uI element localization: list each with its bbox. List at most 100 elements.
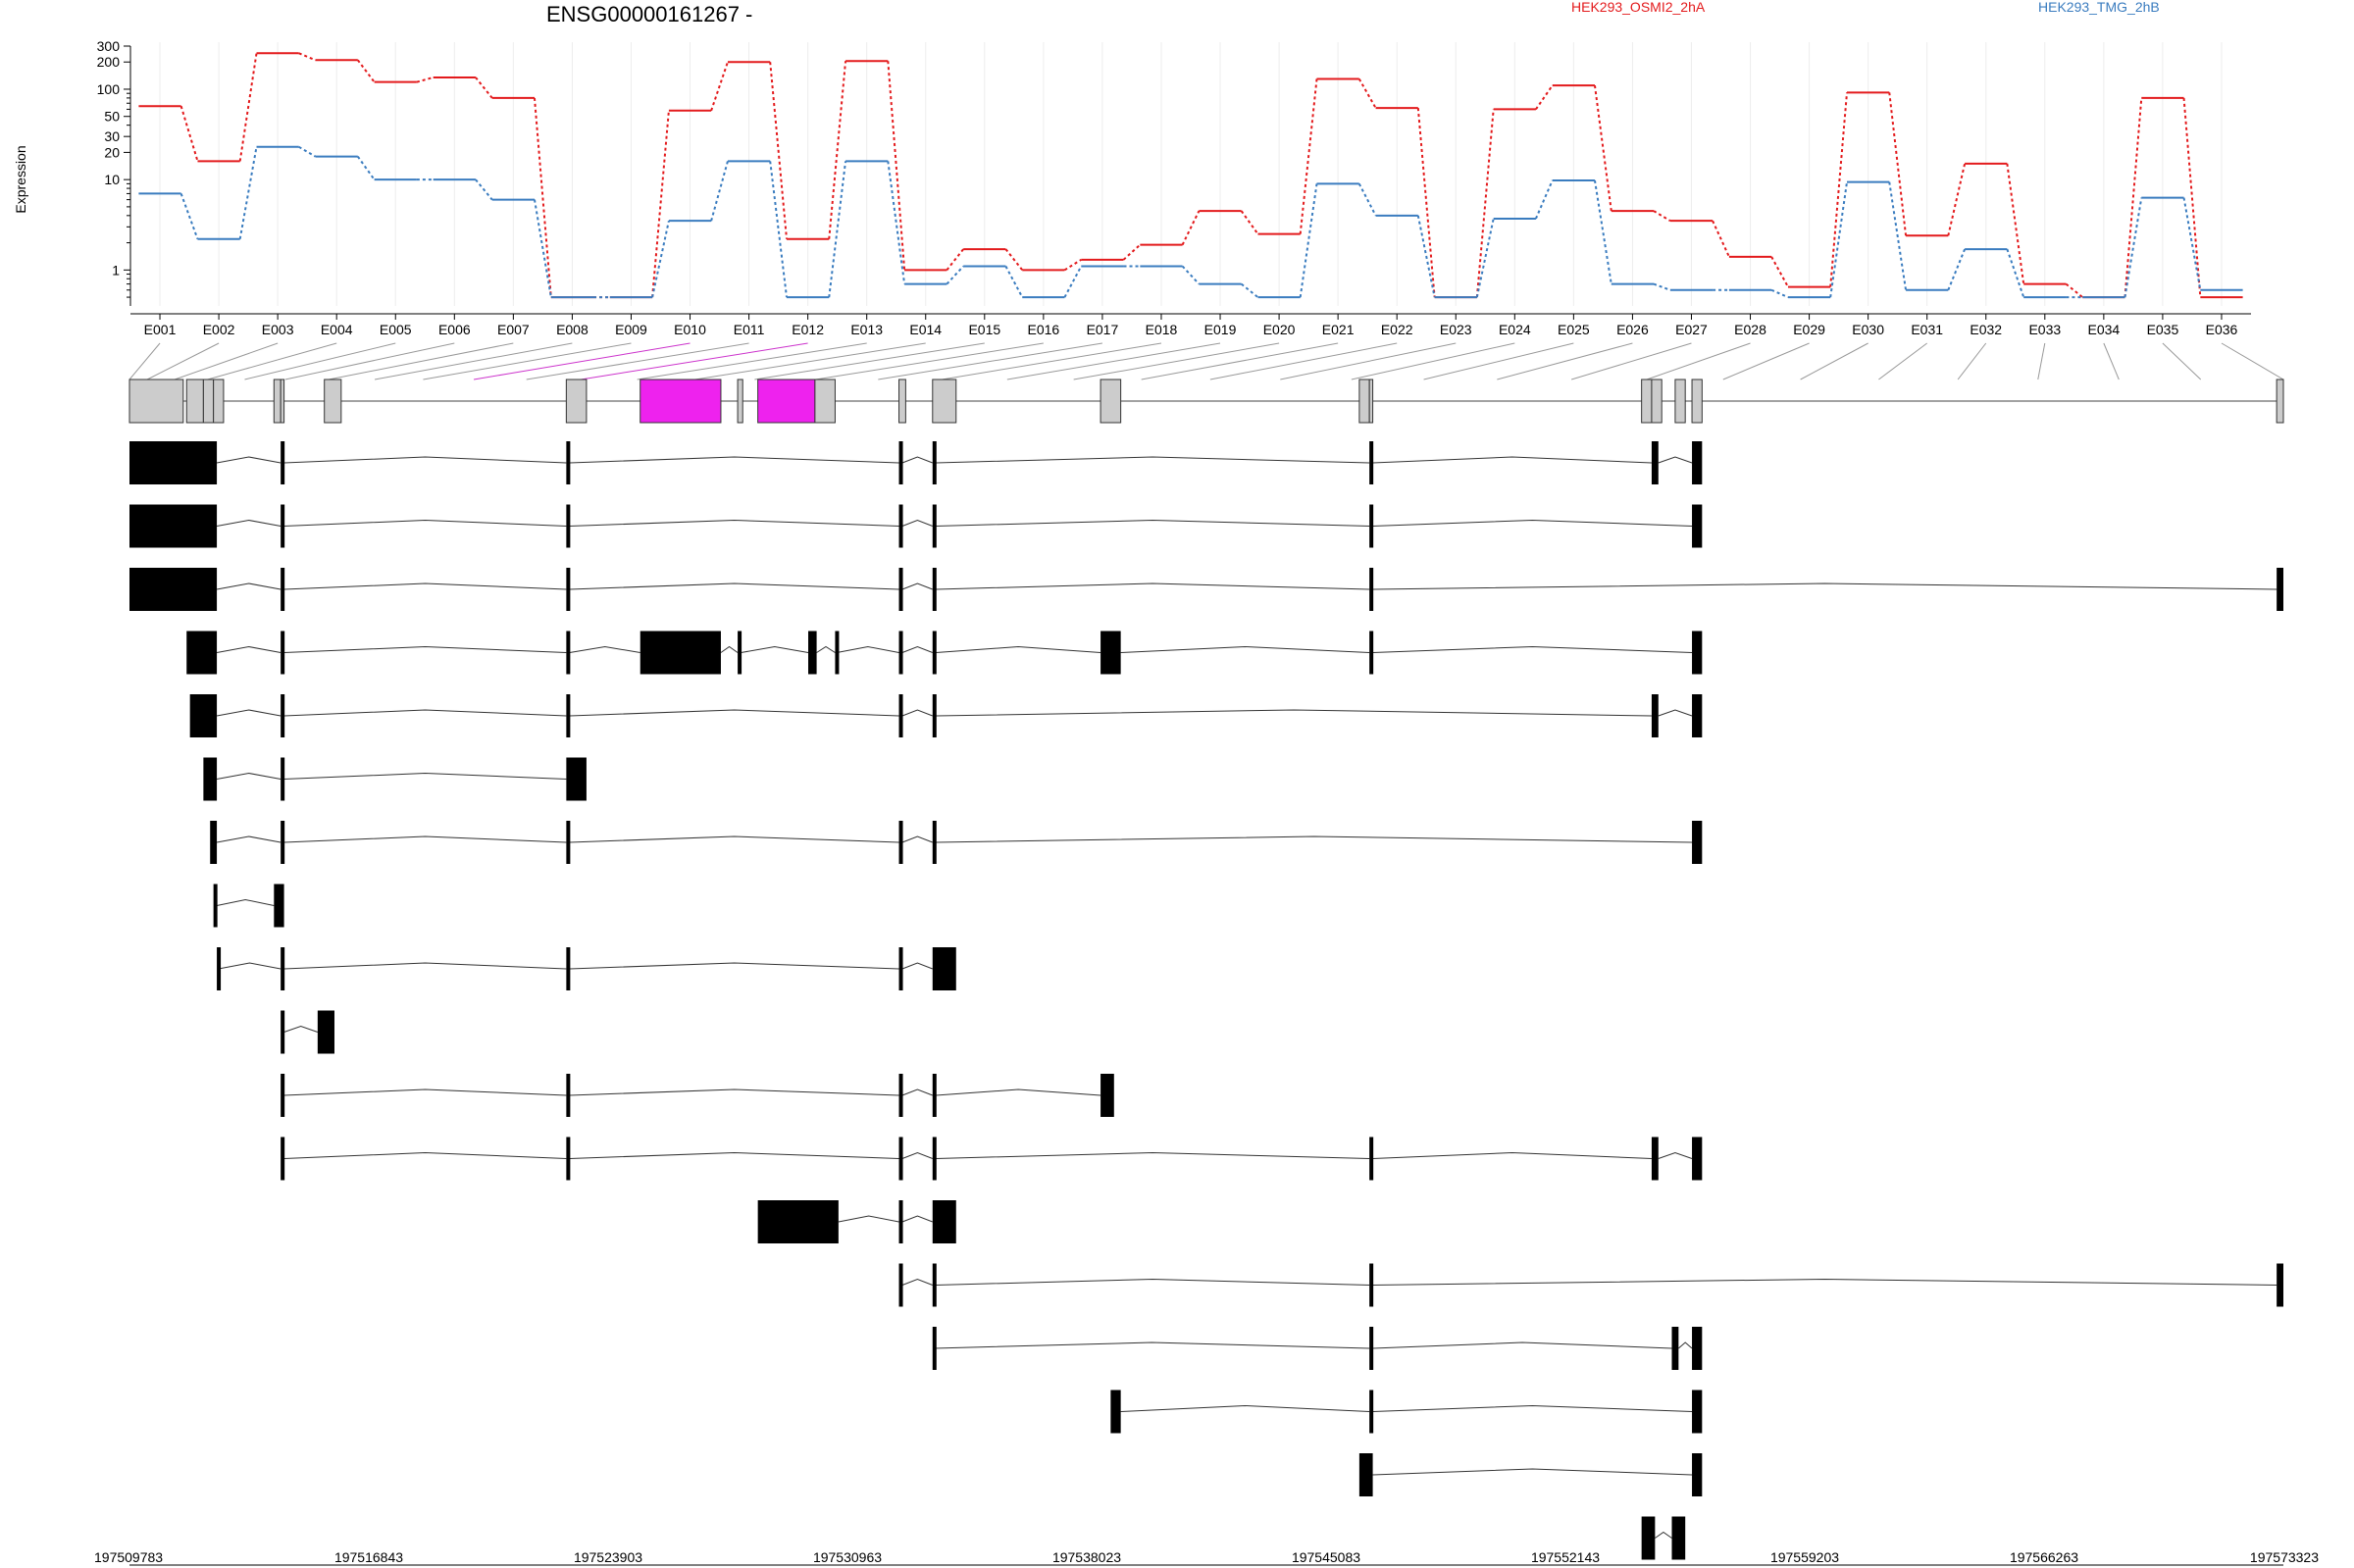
transcript-exon	[281, 821, 285, 864]
x-tick-label: E034	[2088, 322, 2121, 337]
transcript-exon	[898, 441, 903, 484]
gene-exon	[324, 379, 342, 424]
transcript-intron	[1372, 1341, 1672, 1349]
transcript-track	[757, 1200, 956, 1243]
transcript-intron	[216, 456, 281, 464]
transcript-track	[281, 1137, 1703, 1181]
transcript-exon	[932, 441, 937, 484]
transcript-exon	[213, 884, 218, 928]
series-line	[138, 145, 2243, 299]
series-connector	[298, 52, 316, 62]
exon-connector	[637, 342, 867, 380]
x-axis-exon-labels: E001 E002 E003 E004 E005 E006 E007 E008 E009 E010…	[130, 313, 2251, 337]
transcript-intron	[901, 519, 933, 527]
series-connector	[946, 265, 964, 285]
transcript-intron	[1372, 1151, 1652, 1159]
x-tick-label: E027	[1675, 322, 1708, 337]
transcript-exon	[129, 441, 218, 484]
coordinate-label: 197538023	[1052, 1549, 1121, 1565]
transcript-track	[1110, 1390, 1703, 1434]
coordinate-label: 197552143	[1531, 1549, 1600, 1565]
series-connector	[1653, 210, 1671, 223]
transcript-exon	[1692, 631, 1703, 675]
transcript-exon	[898, 1200, 903, 1243]
exon-connector	[581, 342, 808, 380]
exon-connector	[244, 342, 396, 380]
transcript-intron	[283, 962, 567, 970]
x-tick-label: E018	[1146, 322, 1178, 337]
exon-connector	[1722, 342, 1810, 380]
exon-connector	[526, 342, 749, 380]
y-tick-label: 200	[97, 54, 121, 70]
exon-connector	[1351, 342, 1515, 380]
transcript-intron	[216, 772, 281, 780]
transcript-exon	[317, 1010, 334, 1054]
transcript-exon	[932, 1327, 937, 1370]
exon-connector	[878, 342, 1102, 380]
exon-connector	[423, 342, 632, 380]
transcript-intron	[216, 519, 281, 527]
series-connector	[238, 53, 258, 162]
series-connector	[1181, 210, 1201, 246]
x-tick-label: E001	[144, 322, 177, 337]
transcript-intron	[901, 582, 933, 590]
transcript-exon	[808, 631, 817, 675]
x-tick-label: E010	[674, 322, 706, 337]
gene-exon	[1368, 379, 1374, 424]
series-connector	[2124, 197, 2143, 298]
transcript-intron	[283, 1025, 319, 1033]
x-tick-label: E032	[1970, 322, 2002, 337]
x-tick-label: E006	[438, 322, 471, 337]
transcript-exon	[186, 631, 218, 675]
coordinate-label: 197516843	[334, 1549, 403, 1565]
transcript-exon	[640, 631, 721, 675]
transcript-intron	[569, 1088, 899, 1096]
y-tick-label: 300	[97, 38, 121, 54]
series-connector	[887, 61, 906, 271]
x-tick-label: E030	[1852, 322, 1884, 337]
x-tick-label: E015	[968, 322, 1000, 337]
transcript-track	[281, 1074, 1114, 1117]
x-tick-label: E019	[1204, 322, 1237, 337]
transcript-intron	[901, 835, 933, 843]
series-connector	[1653, 282, 1671, 291]
x-tick-label: E007	[497, 322, 530, 337]
series-connector	[1063, 258, 1082, 272]
transcript-exon	[898, 694, 903, 737]
transcript-intron	[901, 645, 933, 653]
series-connector	[1829, 181, 1849, 298]
transcript-intron	[283, 1151, 567, 1159]
transcript-intron	[218, 962, 281, 970]
series-connector	[475, 178, 493, 201]
transcript-intron	[283, 519, 567, 527]
exon-connector	[146, 342, 220, 380]
transcript-exon	[281, 441, 285, 484]
x-tick-label: E004	[321, 322, 353, 337]
gene-exon	[280, 379, 285, 424]
exon-connector	[2037, 342, 2046, 380]
x-tick-label: E022	[1381, 322, 1413, 337]
transcript-track	[1358, 1453, 1703, 1496]
y-tick-label: 1	[112, 262, 120, 278]
transcript-intron	[569, 962, 899, 970]
transcript-intron	[741, 645, 809, 653]
transcript-exon	[566, 1137, 571, 1181]
y-tick-label: 10	[104, 172, 120, 187]
transcript-intron	[901, 456, 933, 464]
transcript-exon	[566, 947, 571, 990]
series-connector	[533, 97, 552, 298]
transcript-exon	[1369, 1327, 1374, 1370]
transcript-exon	[1100, 631, 1121, 675]
transcript-intron	[569, 519, 899, 527]
gene-exon	[565, 379, 588, 424]
transcript-intron	[216, 709, 281, 717]
series-connector	[1299, 183, 1318, 298]
transcript-exon	[1651, 1137, 1659, 1181]
exon-connector	[1141, 342, 1339, 380]
exon-connector	[1497, 342, 1633, 380]
x-tick-label: E014	[909, 322, 942, 337]
transcript-exon	[898, 504, 903, 548]
transcript-exon	[932, 568, 937, 611]
y-tick-label: 100	[97, 81, 121, 97]
